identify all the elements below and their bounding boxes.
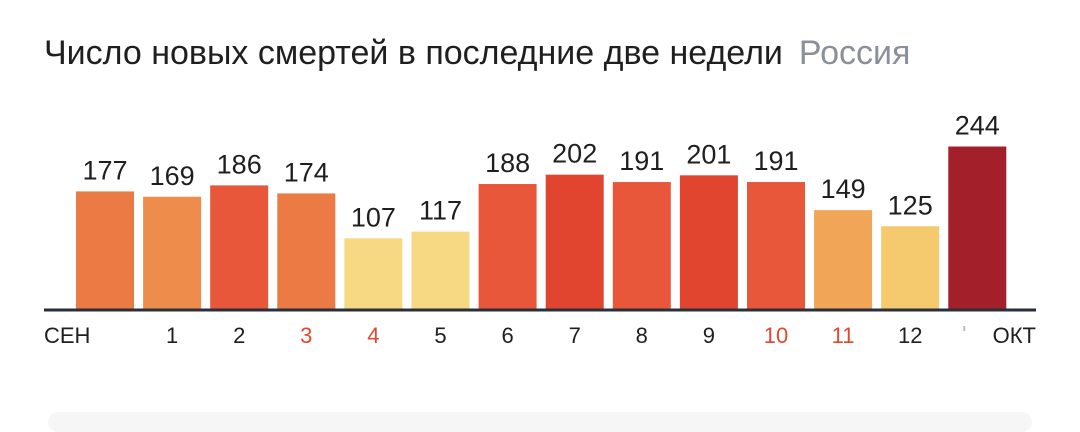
bar-value-label: 169 <box>150 161 195 191</box>
bar[interactable] <box>612 182 671 310</box>
region-label[interactable]: Россия <box>798 34 911 72</box>
bar[interactable] <box>411 231 470 310</box>
bar[interactable] <box>76 191 134 310</box>
bar[interactable] <box>679 175 738 310</box>
bar-value-label: 191 <box>753 146 798 176</box>
bar-value-label: 125 <box>888 190 933 220</box>
x-tick-label: 1 <box>166 323 178 348</box>
x-tick-label: СЕН <box>44 323 90 348</box>
bar[interactable] <box>545 174 604 310</box>
x-tick-label: 7 <box>569 323 581 348</box>
bar-value-label: 117 <box>419 196 462 226</box>
x-end-label: ОКТ <box>993 323 1036 348</box>
x-tick-label: 8 <box>636 323 648 348</box>
x-tick-label: 12 <box>898 323 922 348</box>
bar-value-label: 186 <box>217 149 262 179</box>
x-tick-label: 2 <box>233 323 245 348</box>
x-tick-label: 5 <box>434 323 446 348</box>
bar-value-label: 107 <box>351 202 396 232</box>
chart-header: Число новых смертей в последние две неде… <box>44 28 1044 78</box>
bar[interactable] <box>948 146 1007 310</box>
bar-value-label: 149 <box>821 174 866 204</box>
x-tick-label: 4 <box>367 323 379 348</box>
bar[interactable] <box>210 185 269 310</box>
x-tick-label: 9 <box>703 323 715 348</box>
bar-value-label: 201 <box>686 139 731 169</box>
next-card-edge <box>48 412 1032 432</box>
x-tick-label: 11 <box>832 323 855 348</box>
bar[interactable] <box>881 226 940 310</box>
bar-value-label: 177 <box>82 155 127 185</box>
bar[interactable] <box>814 210 873 310</box>
bar[interactable] <box>344 238 403 310</box>
bar-value-label: 191 <box>619 146 664 176</box>
x-tick-label: 10 <box>764 323 788 348</box>
bar-value-label: 174 <box>284 157 329 187</box>
bar[interactable] <box>478 184 537 310</box>
x-tick-label: 6 <box>501 323 513 348</box>
bar-chart: 177 СЕН 169 1 186 2 174 3 107 4 117 5 188 6 202 7 191 8 20… <box>44 111 1036 348</box>
chart-title: Число новых смертей в последние две неде… <box>44 34 783 72</box>
bar-value-label: 188 <box>485 148 530 178</box>
bar[interactable] <box>747 182 805 310</box>
bar-value-label: 202 <box>552 139 597 169</box>
x-tick-label: 3 <box>300 323 312 348</box>
bar[interactable] <box>143 196 202 310</box>
bar-value-label: 244 <box>955 111 1000 141</box>
bar[interactable] <box>277 193 336 310</box>
